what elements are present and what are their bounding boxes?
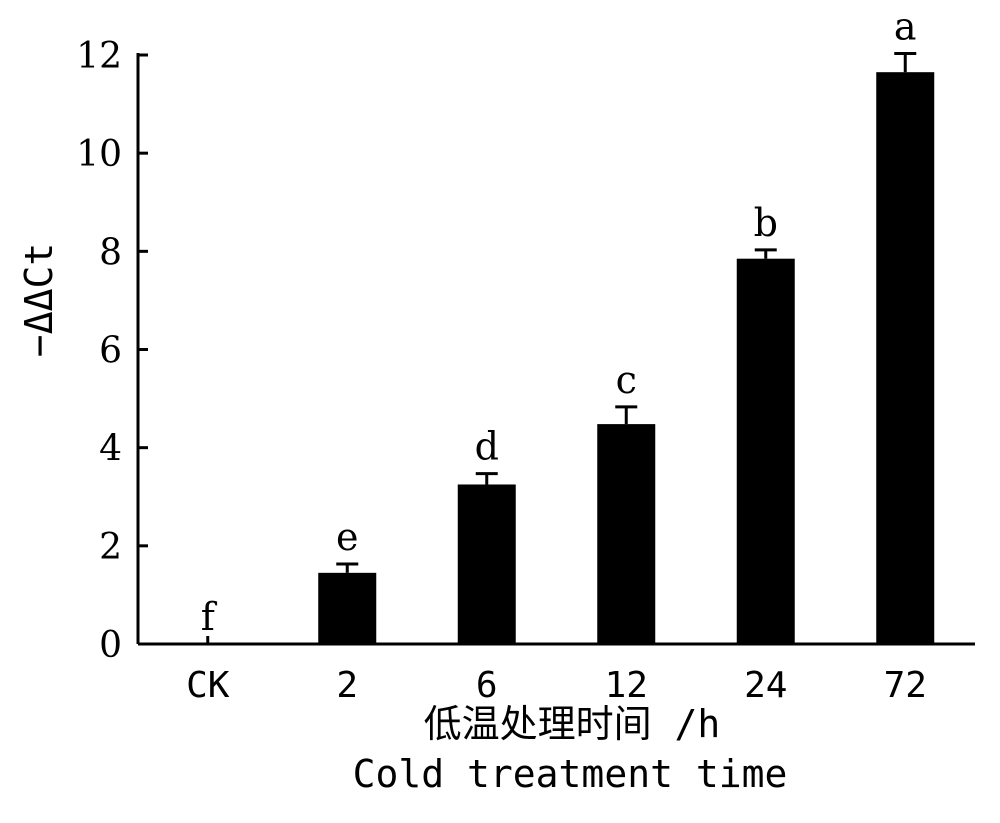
significance-label: e	[336, 515, 359, 559]
significance-label: b	[754, 201, 778, 245]
y-tick-label: 6	[99, 331, 122, 372]
bars: f e d c b a	[201, 5, 935, 644]
y-ticks: 0 2 4 6 8 10 12	[76, 36, 148, 666]
significance-label: a	[894, 5, 917, 49]
y-tick-label: 0	[99, 625, 122, 666]
x-tick-label: 12	[605, 665, 648, 706]
y-axis-label: −ΔΔCt	[17, 243, 61, 357]
significance-label: d	[475, 425, 499, 469]
y-tick-label: 12	[76, 36, 122, 77]
x-ticks: CK 2 6 12 24 72	[186, 636, 927, 706]
x-tick-label: 24	[744, 665, 787, 706]
y-tick-label: 10	[76, 134, 122, 175]
bar	[318, 572, 377, 644]
x-tick-label: 6	[476, 665, 498, 706]
significance-label: c	[616, 358, 637, 402]
y-tick-label: 8	[99, 232, 122, 273]
x-tick-label: CK	[186, 665, 230, 706]
bar	[597, 424, 656, 644]
bar	[736, 258, 795, 644]
x-tick-label: 2	[336, 665, 358, 706]
axes	[136, 53, 975, 646]
bar	[876, 72, 935, 644]
x-tick-label: 72	[884, 665, 927, 706]
x-axis-label: 低温处理时间 /h	[424, 702, 721, 746]
y-tick-label: 4	[99, 429, 122, 470]
significance-label: f	[201, 595, 218, 639]
y-tick-label: 2	[99, 527, 122, 568]
x-axis-label-en: Cold treatment time	[353, 752, 788, 796]
bar	[457, 484, 516, 644]
